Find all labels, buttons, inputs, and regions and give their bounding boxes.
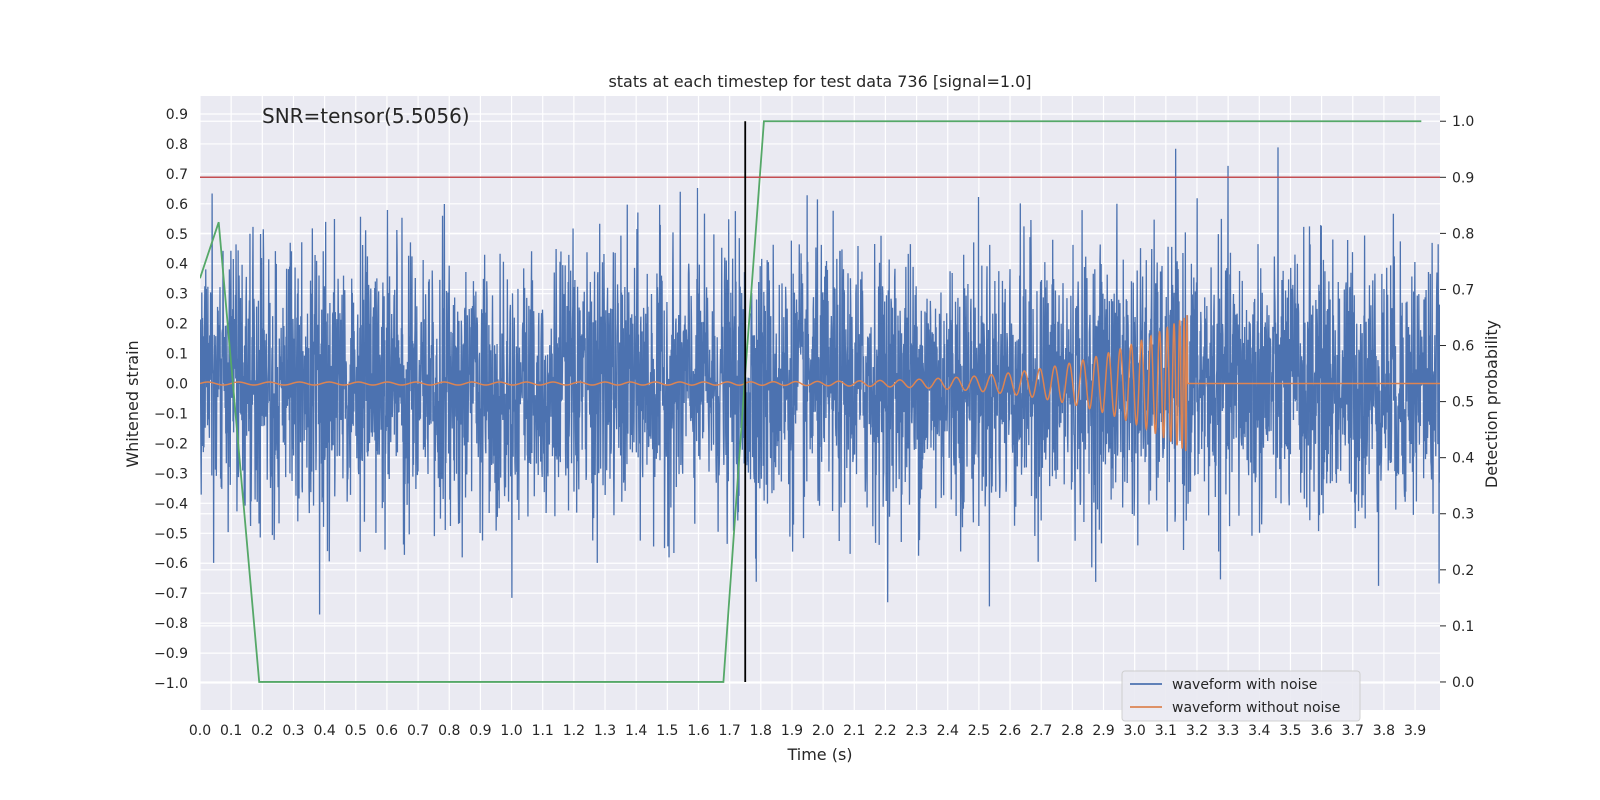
- left-y-tick-label: 0.3: [166, 287, 188, 303]
- noise-trace: [200, 147, 1440, 615]
- x-tick-label: 2.3: [905, 723, 927, 739]
- right-y-axis-label: Detection probability: [1482, 320, 1501, 488]
- left-y-tick-label: −0.7: [154, 586, 188, 602]
- x-tick-label: 1.9: [781, 723, 803, 739]
- x-tick-label: 2.7: [1030, 723, 1052, 739]
- x-tick-label: 0.8: [438, 723, 460, 739]
- legend: waveform with noise waveform without noi…: [1121, 670, 1361, 722]
- left-y-tick-label: −0.5: [154, 526, 188, 542]
- snr-annotation: SNR=tensor(5.5056): [262, 104, 470, 128]
- reference-lines: [200, 121, 1440, 682]
- x-tick-label: 0.4: [313, 723, 335, 739]
- x-tick-label: 2.6: [999, 723, 1021, 739]
- waveform-without-noise-line: [200, 315, 1440, 452]
- right-y-tick-label: 0.8: [1452, 226, 1474, 242]
- x-tick-label: 0.2: [251, 723, 273, 739]
- x-tick-label: 2.2: [874, 723, 896, 739]
- x-tick-label: 2.0: [812, 723, 834, 739]
- right-y-tick-label: 0.5: [1452, 395, 1474, 411]
- legend-label-clean: waveform without noise: [1172, 700, 1340, 716]
- x-tick-label: 3.2: [1186, 723, 1208, 739]
- x-tick-label: 1.3: [594, 723, 616, 739]
- x-tick-label: 3.7: [1342, 723, 1364, 739]
- x-tick-label: 3.0: [1124, 723, 1146, 739]
- left-y-tick-label: 0.7: [166, 167, 188, 183]
- x-tick-label: 3.5: [1279, 723, 1301, 739]
- clean-trace: [200, 315, 1440, 452]
- left-y-axis-label: Whitened strain: [123, 340, 142, 467]
- left-y-tick-label: 0.4: [166, 257, 188, 273]
- right-y-tick-label: 0.0: [1452, 675, 1474, 691]
- x-tick-label: 1.1: [532, 723, 554, 739]
- chart-title: stats at each timestep for test data 736…: [608, 72, 1031, 91]
- x-tick-label: 3.9: [1404, 723, 1426, 739]
- x-axis-ticks: 0.0 0.1 0.2 0.3 0.4 0.5 0.6 0.7 0.8 0.9 1.0 1.1 1.2 1…: [189, 723, 1426, 739]
- x-tick-label: 2.9: [1092, 723, 1114, 739]
- x-tick-label: 0.6: [376, 723, 398, 739]
- x-tick-label: 3.6: [1310, 723, 1332, 739]
- right-y-tick-label: 1.0: [1452, 114, 1474, 130]
- left-y-tick-label: −0.4: [154, 496, 188, 512]
- left-y-tick-label: 0.1: [166, 347, 188, 363]
- left-y-tick-label: 0.0: [166, 377, 188, 393]
- x-tick-label: 0.7: [407, 723, 429, 739]
- right-y-tick-label: 0.2: [1452, 563, 1474, 579]
- left-y-axis-ticks: 0.9 0.8 0.7 0.6 0.5 0.4 0.3 0.2 0.1 0.0 −0.1 −0.2 −0…: [154, 107, 188, 692]
- x-axis-label: Time (s): [786, 745, 852, 764]
- x-tick-label: 3.3: [1217, 723, 1239, 739]
- x-tick-label: 3.1: [1155, 723, 1177, 739]
- x-tick-label: 2.4: [937, 723, 959, 739]
- x-tick-label: 1.0: [500, 723, 522, 739]
- x-tick-label: 0.1: [220, 723, 242, 739]
- left-y-tick-label: 0.9: [166, 107, 188, 123]
- left-y-tick-label: 0.5: [166, 227, 188, 243]
- x-tick-label: 1.2: [563, 723, 585, 739]
- probability-trace: [200, 120, 1422, 683]
- x-tick-label: 1.5: [656, 723, 678, 739]
- right-y-tick-label: 0.6: [1452, 339, 1474, 355]
- left-y-tick-label: 0.8: [166, 137, 188, 153]
- left-y-tick-label: −0.6: [154, 556, 188, 572]
- right-y-tick-label: 0.3: [1452, 507, 1474, 523]
- x-tick-label: 1.4: [625, 723, 647, 739]
- right-y-tick-label: 0.4: [1452, 451, 1474, 467]
- legend-box: [1121, 670, 1361, 722]
- left-y-tick-label: −0.9: [154, 646, 188, 662]
- x-tick-label: 1.7: [719, 723, 741, 739]
- x-tick-label: 1.8: [750, 723, 772, 739]
- x-tick-label: 2.1: [843, 723, 865, 739]
- x-tick-label: 0.5: [345, 723, 367, 739]
- x-tick-label: 1.6: [687, 723, 709, 739]
- left-y-tick-label: −0.8: [154, 616, 188, 632]
- left-y-tick-label: −0.2: [154, 436, 188, 452]
- waveform-with-noise-line: [200, 147, 1440, 615]
- x-tick-label: 0.3: [282, 723, 304, 739]
- right-y-axis-ticks: 1.0 0.9 0.8 0.7 0.6 0.5 0.4 0.3 0.2 0.1 0.0: [1440, 114, 1474, 691]
- detection-probability-line: [200, 120, 1422, 683]
- left-y-tick-label: 0.6: [166, 197, 188, 213]
- left-y-tick-label: 0.2: [166, 317, 188, 333]
- right-y-tick-label: 0.1: [1452, 619, 1474, 635]
- right-y-tick-label: 0.9: [1452, 170, 1474, 186]
- left-y-tick-label: −1.0: [154, 676, 188, 692]
- x-tick-label: 3.4: [1248, 723, 1270, 739]
- legend-label-noise: waveform with noise: [1172, 677, 1317, 693]
- x-tick-label: 2.8: [1061, 723, 1083, 739]
- x-tick-label: 0.0: [189, 723, 211, 739]
- left-y-tick-label: −0.1: [154, 406, 188, 422]
- right-y-tick-label: 0.7: [1452, 282, 1474, 298]
- x-tick-label: 2.5: [968, 723, 990, 739]
- x-tick-label: 0.9: [469, 723, 491, 739]
- left-y-tick-label: −0.3: [154, 466, 188, 482]
- x-tick-label: 3.8: [1373, 723, 1395, 739]
